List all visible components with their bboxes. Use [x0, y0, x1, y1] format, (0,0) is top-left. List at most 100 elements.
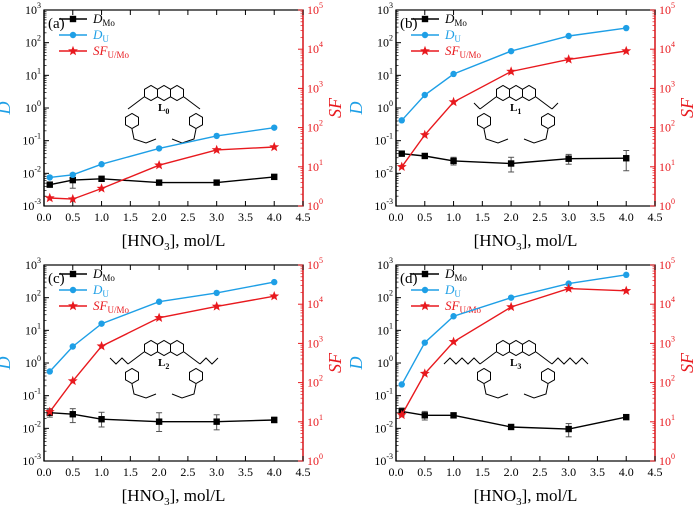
series-star	[396, 283, 632, 420]
data-point	[507, 423, 515, 431]
legend-marker	[420, 45, 430, 56]
ring	[522, 84, 536, 102]
data-point	[448, 336, 459, 346]
data-point	[271, 278, 278, 286]
x-tick-label: 3.5	[590, 210, 605, 224]
series-line	[49, 146, 275, 200]
data-point	[271, 124, 278, 131]
y-right-tick-label: 101	[307, 158, 323, 174]
data-point	[46, 368, 53, 375]
data-point	[506, 301, 517, 312]
series-circle	[398, 24, 630, 124]
arm-right	[535, 351, 553, 365]
legend-marker	[69, 15, 77, 23]
y-left-tick-label: 102	[25, 34, 41, 50]
plot-frame	[395, 9, 656, 207]
arm-left	[127, 96, 145, 110]
y-left-axis-title: D	[346, 102, 366, 116]
series-line	[49, 281, 275, 372]
x-tick-label: 0.0	[37, 210, 52, 224]
x-tick-label: 0.5	[65, 210, 80, 224]
data-point	[623, 155, 630, 162]
ligand-structure-drawing	[473, 84, 559, 144]
data-point	[419, 129, 430, 140]
y-left-tick-label: 103	[377, 256, 393, 272]
x-tick-label: 2.0	[504, 210, 519, 224]
data-point	[565, 425, 572, 433]
series-line	[49, 412, 275, 423]
y-left-tick-label: 10-2	[22, 419, 41, 435]
series-line	[49, 176, 275, 186]
y-left-tick-label: 10-2	[374, 419, 393, 435]
data-point	[421, 152, 428, 160]
legend-entry: SFU/Mo	[445, 298, 481, 315]
data-point	[155, 145, 163, 152]
y-right-tick-label: 102	[307, 119, 323, 135]
ring	[477, 367, 491, 385]
y-left-tick-label: 101	[377, 321, 393, 337]
series-star	[44, 141, 280, 204]
series-square	[398, 150, 630, 173]
data-point	[154, 159, 165, 170]
arm-left	[479, 96, 497, 110]
data-point	[565, 32, 572, 40]
y-right-tick-label: 101	[659, 413, 675, 429]
data-point	[213, 132, 220, 140]
plot-frame	[43, 264, 304, 462]
data-point	[623, 24, 630, 32]
y-right-tick-label: 100	[659, 197, 675, 213]
x-tick-label: 4.5	[296, 210, 311, 224]
legend-marker	[68, 45, 78, 56]
x-tick-label: 0.5	[417, 465, 432, 479]
data-point	[44, 192, 55, 203]
data-point	[398, 117, 405, 124]
ring	[125, 112, 139, 130]
ligand-structure-drawing	[443, 339, 589, 399]
legend-marker	[421, 31, 429, 39]
arm-left	[127, 351, 145, 365]
ester-right	[171, 383, 197, 399]
ring	[170, 84, 184, 102]
x-tick-label: 4.0	[619, 465, 634, 479]
y-left-tick-label: 103	[377, 1, 393, 17]
panel-label: (d)	[400, 271, 418, 287]
data-point	[69, 343, 76, 350]
alkyl-left	[443, 357, 481, 365]
series-square	[46, 172, 278, 189]
data-point	[623, 271, 630, 279]
ligand-label: L1	[510, 102, 521, 116]
legend-entry: DMo	[444, 11, 467, 28]
x-tick-label: 0.0	[389, 465, 404, 479]
data-point	[398, 150, 405, 157]
legend-entry: SFU/Mo	[93, 298, 129, 315]
x-tick-label: 2.0	[504, 465, 519, 479]
y-left-tick-label: 102	[25, 289, 41, 305]
y-left-axis-title: D	[0, 357, 14, 371]
legend-entry: DU	[92, 27, 109, 44]
data-point	[450, 412, 457, 419]
y-left-tick-label: 102	[377, 289, 393, 305]
legend-entry: SFU/Mo	[93, 43, 129, 60]
series-circle	[46, 278, 278, 375]
chart-panel: 0.0 0.5 1.0 1.5 2.0 2.5 3.0 3.5 4.0 4.5 10-3 10-2 10…	[0, 1, 345, 253]
y-right-tick-label: 102	[659, 119, 675, 135]
alkyl-right	[551, 357, 589, 365]
y-right-tick-label: 103	[307, 334, 323, 350]
y-left-axis-title: D	[346, 357, 366, 371]
ligand-label: L3	[510, 357, 521, 371]
ring	[125, 367, 139, 385]
ring	[522, 339, 536, 357]
x-tick-label: 4.5	[296, 465, 311, 479]
y-right-tick-label: 105	[659, 256, 675, 272]
data-point	[269, 141, 280, 152]
data-point	[98, 320, 105, 327]
x-tick-label: 4.5	[648, 210, 663, 224]
panel-label: (b)	[400, 16, 418, 32]
ester-right	[523, 383, 549, 399]
arm-right	[535, 96, 553, 110]
y-right-tick-label: 105	[659, 1, 675, 17]
x-axis-title: [HNO3], mol/L	[474, 231, 578, 253]
y-right-tick-label: 100	[659, 452, 675, 468]
legend-entry: DU	[92, 282, 109, 299]
